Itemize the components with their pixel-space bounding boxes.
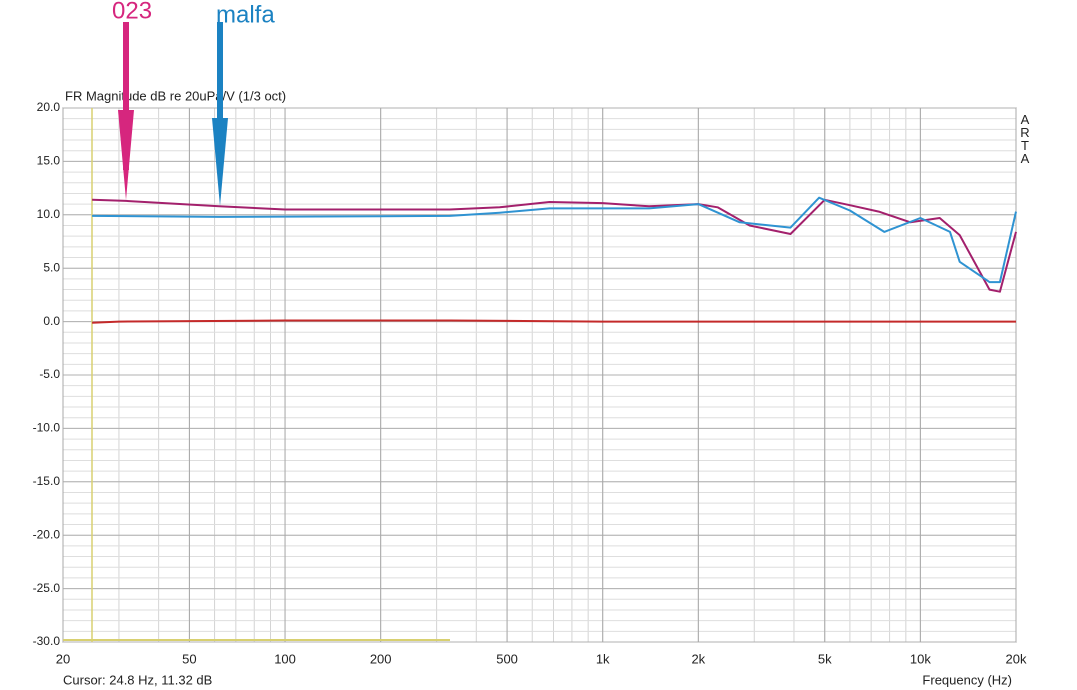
annotation-arrowhead	[212, 118, 228, 206]
x-tick-label: 5k	[818, 651, 832, 666]
y-tick-label: 15.0	[37, 154, 61, 168]
y-tick-label: 20.0	[37, 100, 61, 114]
cursor-readout: Cursor: 24.8 Hz, 11.32 dB	[63, 672, 212, 687]
annotation-arrowhead	[118, 110, 134, 200]
y-tick-label: 10.0	[37, 207, 61, 221]
annotation: malfa	[216, 1, 275, 28]
y-tick-label: -5.0	[39, 367, 60, 381]
x-axis-label: Frequency (Hz)	[922, 672, 1012, 687]
y-tick-label: -20.0	[33, 527, 61, 541]
series-line	[92, 319, 1016, 324]
y-tick-label: -15.0	[33, 474, 61, 488]
chart-title: FR Magnitude dB re 20uPa/V (1/3 oct)	[65, 88, 286, 103]
x-tick-label: 10k	[910, 651, 931, 666]
x-tick-label: 500	[496, 651, 518, 666]
x-tick-label: 2k	[691, 651, 705, 666]
x-tick-label: 20k	[1006, 651, 1027, 666]
series-line	[92, 198, 1017, 293]
y-tick-label: -10.0	[33, 421, 61, 435]
x-tick-label: 20	[56, 651, 70, 666]
annotation: 023	[112, 0, 152, 24]
series-line	[92, 196, 1017, 284]
y-tick-label: 0.0	[43, 314, 60, 328]
x-tick-label: 100	[274, 651, 296, 666]
x-tick-label: 1k	[596, 651, 610, 666]
x-tick-label: 50	[182, 651, 196, 666]
y-tick-label: -25.0	[33, 581, 61, 595]
y-tick-label: -30.0	[33, 634, 61, 648]
x-tick-label: 200	[370, 651, 392, 666]
watermark: ARTA	[1018, 112, 1033, 164]
y-tick-label: 5.0	[43, 260, 60, 274]
